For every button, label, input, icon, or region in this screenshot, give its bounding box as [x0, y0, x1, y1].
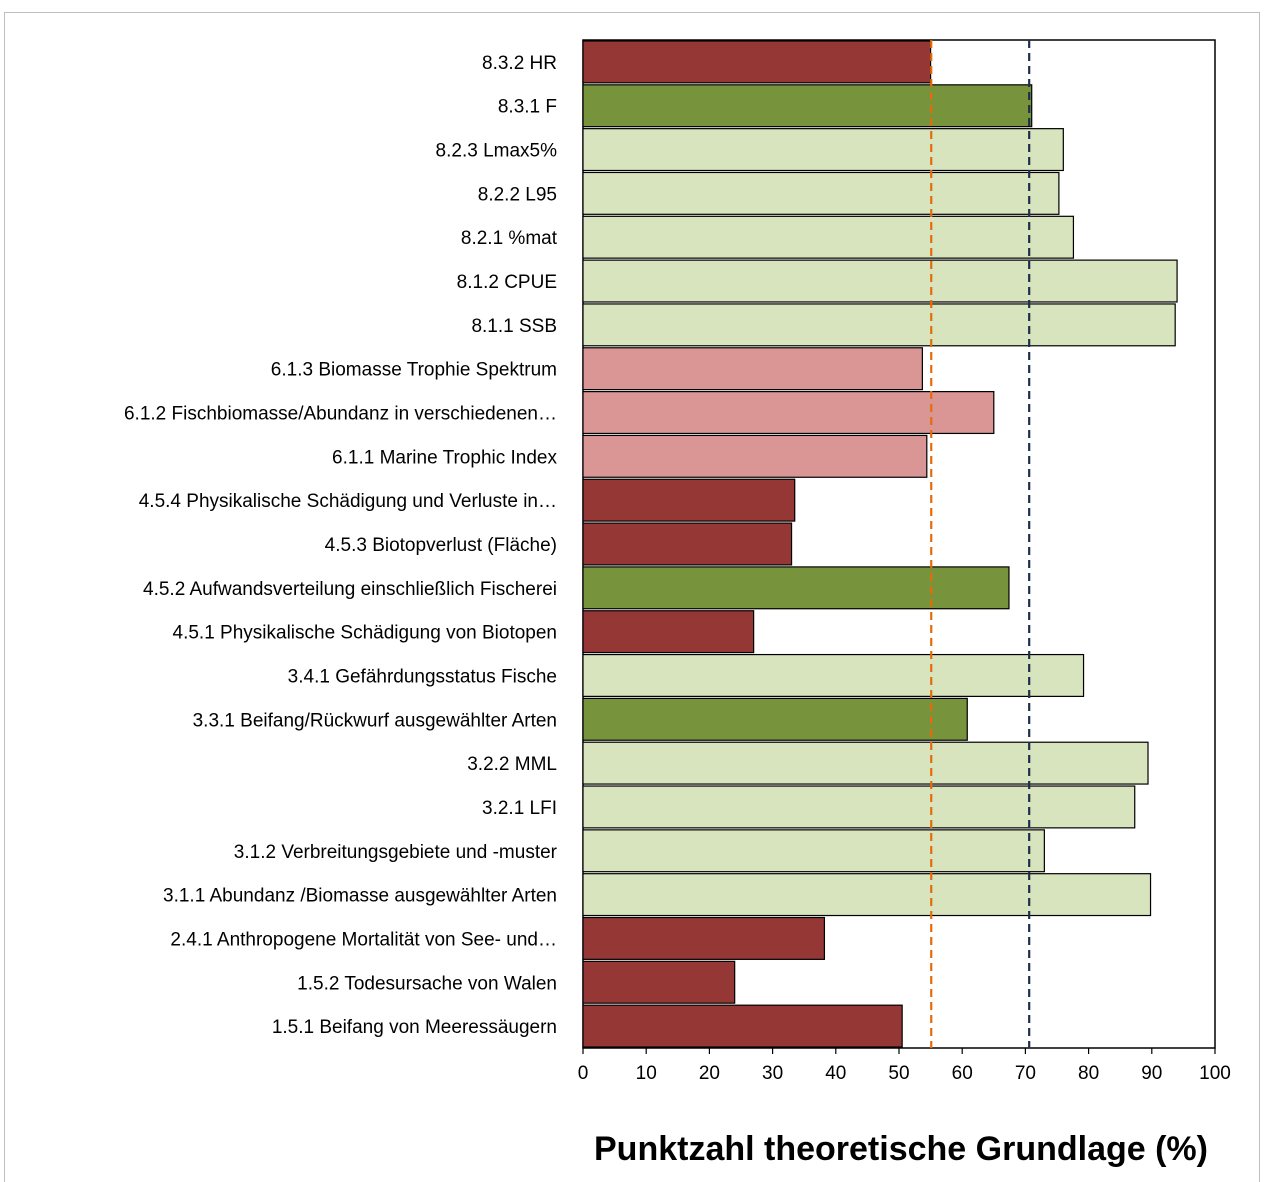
bar — [582, 478, 796, 522]
bar — [582, 960, 736, 1004]
category-labels: 8.3.2 HR 8.3.1 F 8.2.3 Lmax5% 8.2.2 L95 8.2… — [124, 53, 558, 1038]
category-label: 8.2.3 Lmax5% — [436, 141, 558, 162]
category-label: 8.3.1 F — [498, 97, 557, 118]
x-axis-title: Punktzahl theoretische Grundlage (%) — [594, 1130, 1208, 1168]
bar — [582, 916, 826, 960]
bar — [582, 84, 1033, 128]
category-label: 3.3.1 Beifang/Rückwurf ausgewählter Arte… — [193, 710, 557, 731]
category-label: 6.1.2 Fischbiomasse/Abundanz in verschie… — [124, 404, 557, 425]
reference-lines — [930, 40, 1031, 1048]
category-label: 8.3.2 HR — [482, 53, 557, 74]
x-tick-label: 10 — [636, 1063, 657, 1084]
category-label: 6.1.3 Biomasse Trophie Spektrum — [271, 360, 557, 381]
bar — [582, 434, 928, 478]
category-label: 4.5.3 Biotopverlust (Fläche) — [325, 535, 557, 556]
bar — [582, 215, 1075, 259]
bar — [582, 741, 1149, 785]
x-tick-label: 40 — [825, 1063, 846, 1084]
bar — [582, 128, 1064, 172]
x-tick-label: 20 — [699, 1063, 720, 1084]
bars — [582, 40, 1178, 1048]
x-tick-label: 80 — [1078, 1063, 1099, 1084]
bar — [582, 303, 1176, 347]
category-label: 8.2.1 %mat — [461, 228, 558, 249]
bar — [582, 697, 968, 741]
category-label: 8.1.2 CPUE — [457, 272, 557, 293]
bar — [582, 653, 1085, 697]
category-label: 4.5.2 Aufwandsverteilung einschließlich … — [143, 579, 557, 600]
category-label: 6.1.1 Marine Trophic Index — [332, 447, 557, 468]
x-tick-label: 100 — [1199, 1063, 1231, 1084]
category-label: 8.1.1 SSB — [471, 316, 557, 337]
chart-frame — [4, 12, 1260, 1182]
x-axis: 0 10 20 30 40 50 60 70 80 90 100 — [578, 1048, 1231, 1084]
x-tick-label: 30 — [762, 1063, 783, 1084]
x-tick-label: 70 — [1015, 1063, 1036, 1084]
bar — [582, 259, 1178, 303]
category-label: 4.5.1 Physikalische Schädigung von Bioto… — [173, 623, 557, 644]
x-tick-label: 0 — [578, 1063, 589, 1084]
x-tick-label: 60 — [952, 1063, 973, 1084]
category-label: 3.4.1 Gefährdungsstatus Fische — [288, 666, 557, 687]
bar — [582, 566, 1010, 610]
category-label: 8.2.2 L95 — [478, 184, 557, 205]
category-label: 3.1.1 Abundanz /Biomasse ausgewählter Ar… — [163, 886, 557, 907]
bar — [582, 347, 923, 391]
category-label: 1.5.1 Beifang von Meeressäugern — [272, 1017, 557, 1038]
bar — [582, 829, 1045, 873]
bar — [582, 522, 793, 566]
category-label: 4.5.4 Physikalische Schädigung und Verlu… — [139, 491, 557, 512]
bar — [582, 391, 995, 435]
x-tick-label: 90 — [1141, 1063, 1162, 1084]
bar — [582, 40, 932, 84]
category-label: 1.5.2 Todesursache von Walen — [297, 973, 557, 994]
bar — [582, 171, 1060, 215]
x-tick-label: 50 — [888, 1063, 909, 1084]
category-label: 2.4.1 Anthropogene Mortalität von See- u… — [170, 929, 557, 950]
category-label: 3.2.2 MML — [467, 754, 557, 775]
bar — [582, 610, 755, 654]
bar — [582, 873, 1152, 917]
category-label: 3.2.1 LFI — [482, 798, 557, 819]
bar — [582, 1004, 903, 1048]
category-label: 3.1.2 Verbreitungsgebiete und -muster — [234, 842, 558, 863]
bar — [582, 785, 1136, 829]
